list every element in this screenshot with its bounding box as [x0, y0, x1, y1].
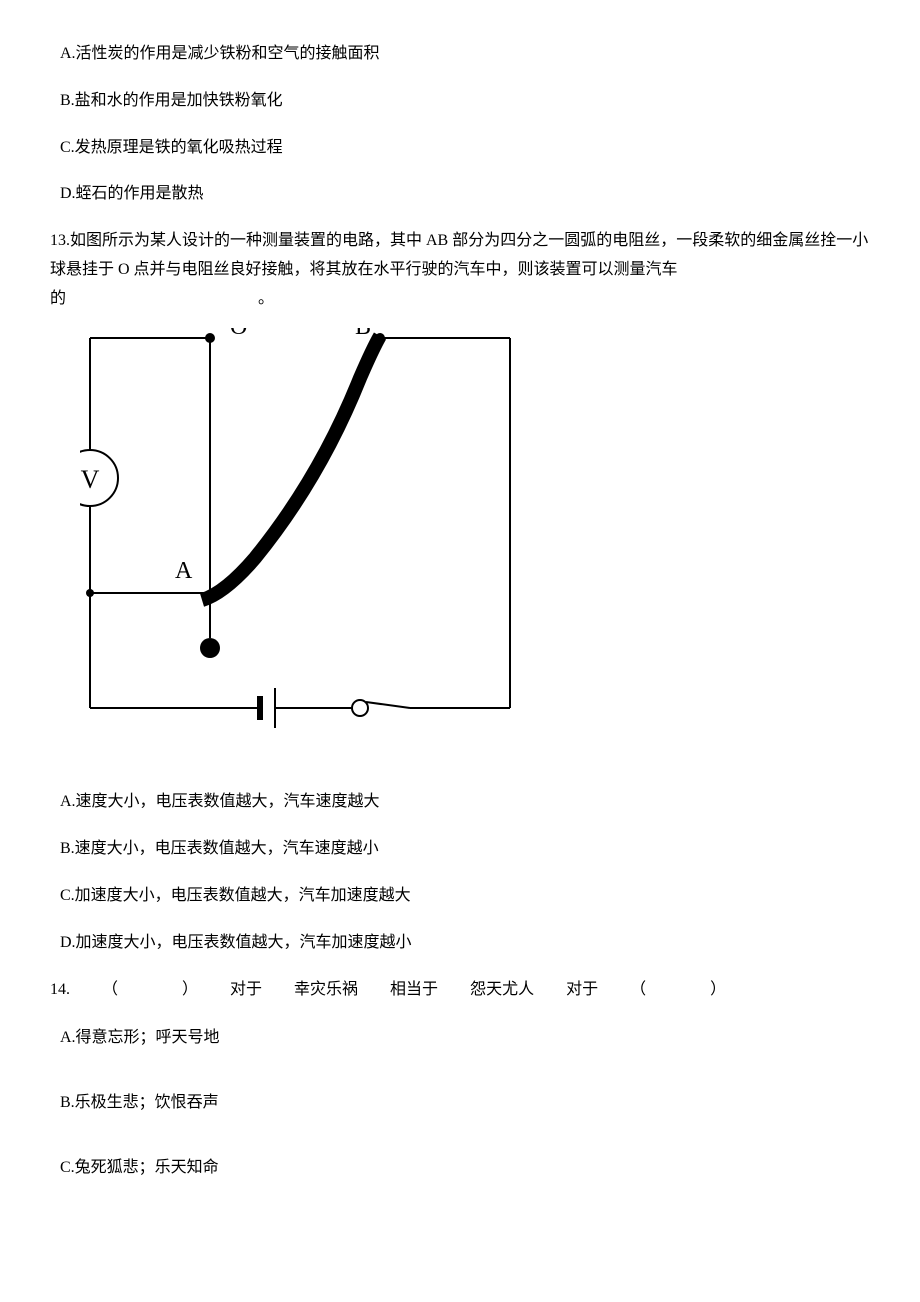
voltmeter-label: V — [81, 465, 100, 494]
label-b: B — [355, 328, 371, 340]
option-text: A.活性炭的作用是减少铁粉和空气的接触面积 — [60, 45, 380, 62]
q14-blank1: （ ） — [102, 976, 198, 1005]
q13-option-d: D.加速度大小，电压表数值越大，汽车加速度越小 — [50, 929, 870, 958]
option-text: B.速度大小，电压表数值越大，汽车速度越小 — [60, 840, 379, 857]
label-a: A — [175, 558, 193, 584]
q12-option-d: D.蛭石的作用是散热 — [50, 180, 870, 209]
q14-option-b: B.乐极生悲；饮恨吞声 — [50, 1089, 870, 1118]
q12-option-c: C.发热原理是铁的氧化吸热过程 — [50, 134, 870, 163]
q14-word2: 怨天尤人 — [470, 976, 534, 1005]
q13-option-a: A.速度大小，电压表数值越大，汽车速度越大 — [50, 788, 870, 817]
option-text: C.发热原理是铁的氧化吸热过程 — [60, 139, 283, 156]
q14-option-c: C.兔死狐悲；乐天知命 — [50, 1154, 870, 1183]
q13-stem: 13.如图所示为某人设计的一种测量装置的电路，其中 AB 部分为四分之一圆弧的电… — [50, 227, 870, 313]
q14-stem: 14. （ ） 对于 幸灾乐祸 相当于 怨天尤人 对于 （ ） — [50, 976, 870, 1005]
q14-for2: 对于 — [566, 976, 598, 1005]
q14-blank2: （ ） — [630, 976, 726, 1005]
option-text: C.兔死狐悲；乐天知命 — [60, 1159, 219, 1176]
option-text: A.得意忘形；呼天号地 — [60, 1029, 220, 1046]
option-text: A.速度大小，电压表数值越大，汽车速度越大 — [60, 793, 380, 810]
q13-option-c: C.加速度大小，电压表数值越大，汽车加速度越大 — [50, 882, 870, 911]
option-text: B.盐和水的作用是加快铁粉氧化 — [60, 92, 283, 109]
option-text: D.蛭石的作用是散热 — [60, 185, 204, 202]
question-text: 13.如图所示为某人设计的一种测量装置的电路，其中 AB 部分为四分之一圆弧的电… — [50, 232, 868, 307]
option-text: B.乐极生悲；饮恨吞声 — [60, 1094, 219, 1111]
q14-equiv: 相当于 — [390, 976, 438, 1005]
q13-option-b: B.速度大小，电压表数值越大，汽车速度越小 — [50, 835, 870, 864]
q12-option-a: A.活性炭的作用是减少铁粉和空气的接触面积 — [50, 40, 870, 69]
q14-number: 14. — [50, 976, 70, 1005]
label-o: O — [230, 328, 247, 340]
q12-option-b: B.盐和水的作用是加快铁粉氧化 — [50, 87, 870, 116]
circuit-diagram: V O B A — [80, 328, 520, 758]
option-text: C.加速度大小，电压表数值越大，汽车加速度越大 — [60, 887, 411, 904]
option-text: D.加速度大小，电压表数值越大，汽车加速度越小 — [60, 934, 412, 951]
q14-word1: 幸灾乐祸 — [294, 976, 358, 1005]
q14-for1: 对于 — [230, 976, 262, 1005]
q14-option-a: A.得意忘形；呼天号地 — [50, 1024, 870, 1053]
q13-figure: V O B A — [80, 328, 870, 769]
